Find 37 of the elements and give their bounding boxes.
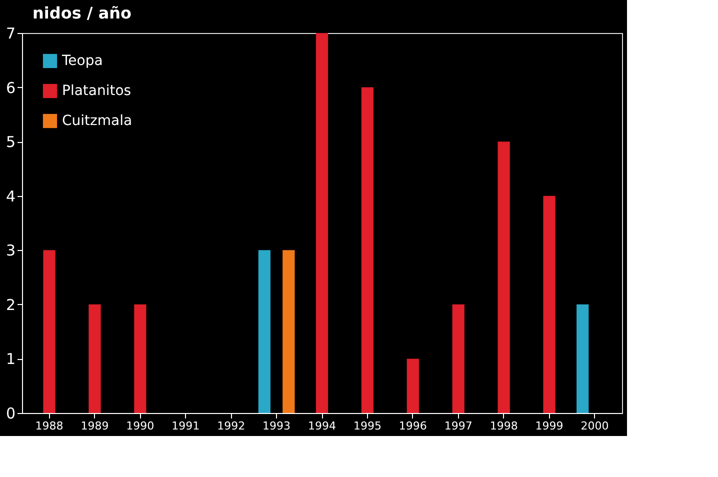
y-tick-label: 2 — [6, 296, 16, 314]
bar — [361, 87, 374, 413]
x-tick-label: 1988 — [35, 420, 64, 432]
y-tick-label: 5 — [6, 133, 16, 152]
legend-label: Teopa — [61, 53, 103, 69]
legend-label: Platanitos — [62, 83, 132, 99]
bar — [43, 250, 56, 413]
bar — [543, 196, 556, 413]
y-tick-label: 6 — [6, 78, 16, 97]
y-axis-title: nidos / año — [32, 4, 132, 22]
x-tick-label: 1994 — [308, 420, 336, 432]
bar — [134, 304, 146, 413]
x-tick-label: 1998 — [490, 420, 518, 432]
x-tick-label: 1990 — [126, 420, 154, 432]
x-tick-label: 1996 — [398, 420, 427, 432]
y-tick-label: 3 — [6, 242, 16, 260]
x-tick-label: 1995 — [353, 420, 382, 432]
y-tick-label: 0 — [6, 404, 16, 422]
x-tick-label: 1989 — [80, 420, 109, 432]
x-tick-label: 1997 — [444, 420, 472, 432]
bar — [258, 250, 270, 413]
y-tick-label: 1 — [6, 350, 16, 368]
x-tick-label: 2000 — [580, 420, 609, 432]
y-tick-label: 7 — [6, 24, 16, 42]
x-tick-label: 1993 — [262, 420, 291, 432]
bar — [316, 33, 328, 413]
bar — [88, 304, 101, 413]
y-tick-label: 4 — [6, 187, 16, 206]
bar — [282, 250, 295, 413]
x-tick-label: 1992 — [217, 420, 246, 432]
bar — [498, 142, 510, 413]
bar — [406, 358, 419, 413]
x-tick-label: 1991 — [172, 420, 200, 432]
bar — [452, 304, 464, 413]
x-tick-label: 1999 — [535, 420, 564, 432]
bar — [576, 304, 589, 413]
legend-label: Cuitzmala — [62, 113, 132, 129]
